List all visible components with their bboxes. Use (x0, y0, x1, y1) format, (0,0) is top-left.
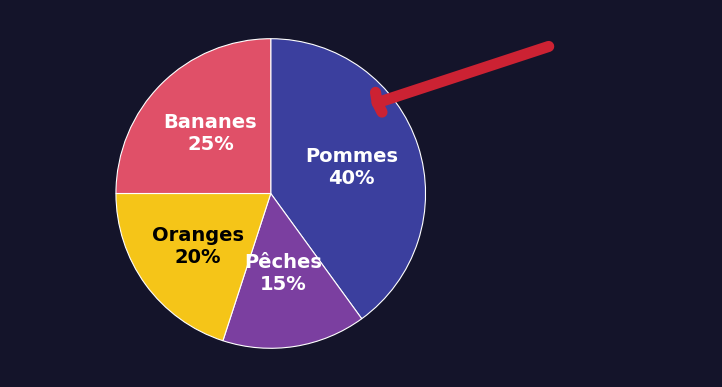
Text: Pommes
40%: Pommes 40% (305, 147, 399, 188)
Wedge shape (116, 194, 271, 341)
Wedge shape (116, 39, 271, 194)
Wedge shape (271, 39, 425, 319)
Text: Pêches
15%: Pêches 15% (245, 252, 322, 293)
Text: Oranges
20%: Oranges 20% (152, 226, 244, 267)
Wedge shape (223, 194, 362, 348)
Text: Bananes
25%: Bananes 25% (164, 113, 257, 154)
